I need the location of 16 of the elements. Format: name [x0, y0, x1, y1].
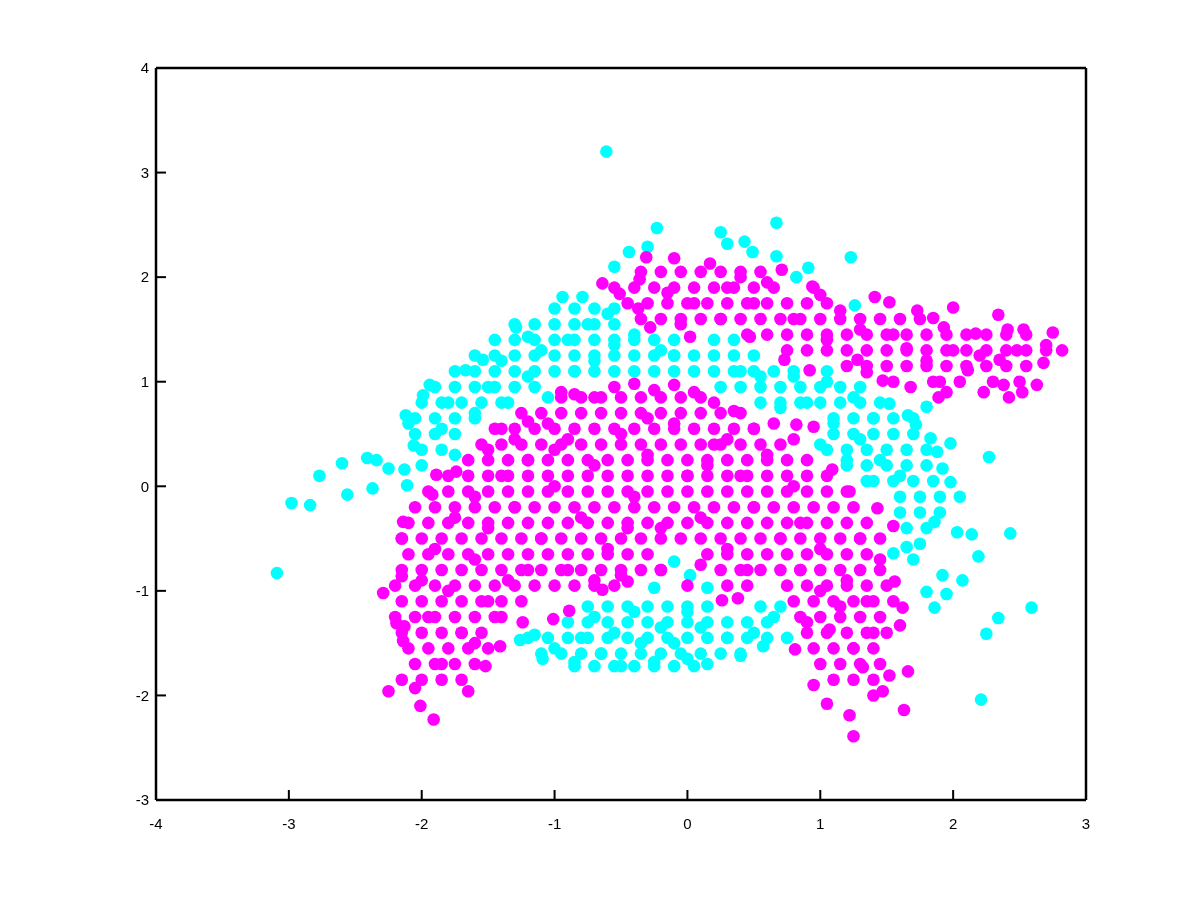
y-tick-label: -3 — [135, 791, 149, 809]
y-tick-label: -1 — [135, 582, 149, 600]
x-tick-label: -3 — [282, 814, 296, 832]
x-tick-label: -1 — [547, 814, 562, 832]
y-tick-label: -2 — [135, 686, 149, 704]
x-tick-label: -2 — [415, 814, 429, 832]
x-tick-label: -4 — [149, 814, 163, 832]
x-tick-label: 0 — [683, 814, 692, 832]
y-tick-label: 1 — [140, 373, 149, 391]
y-tick-label: 4 — [140, 59, 149, 77]
y-tick-label: 0 — [140, 477, 149, 495]
x-tick-label: 3 — [1081, 814, 1091, 832]
x-tick-label: 1 — [816, 814, 825, 832]
y-tick-label: 3 — [140, 163, 149, 181]
x-tick-label: 2 — [948, 814, 958, 832]
y-tick-label: 2 — [140, 268, 149, 286]
